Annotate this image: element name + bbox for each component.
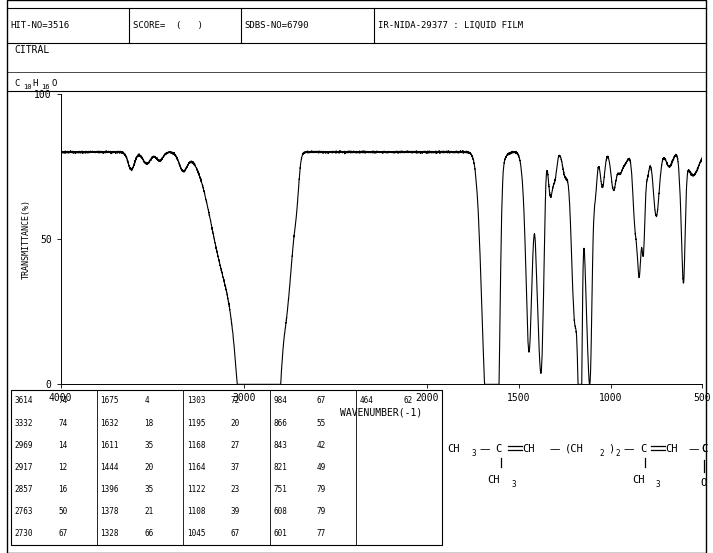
Text: 2917: 2917: [14, 463, 33, 472]
Text: 3: 3: [471, 449, 476, 458]
Text: 66: 66: [145, 529, 154, 538]
Text: O: O: [51, 80, 57, 88]
Text: 4: 4: [145, 397, 149, 405]
Text: 2: 2: [600, 449, 605, 458]
Text: (CH: (CH: [565, 444, 584, 453]
Text: CH: CH: [522, 444, 535, 453]
Text: 608: 608: [273, 507, 287, 516]
Text: 62: 62: [404, 397, 413, 405]
Text: 35: 35: [145, 441, 154, 450]
Text: CH: CH: [665, 444, 678, 453]
Text: 77: 77: [317, 529, 327, 538]
Text: 751: 751: [273, 485, 287, 494]
Text: 27: 27: [231, 441, 240, 450]
Text: C: C: [14, 80, 20, 88]
Text: CH: CH: [448, 444, 460, 453]
Text: 67: 67: [317, 397, 327, 405]
Text: 42: 42: [317, 441, 327, 450]
Text: —: —: [549, 444, 560, 453]
Text: 601: 601: [273, 529, 287, 538]
Text: 20: 20: [145, 463, 154, 472]
Text: 74: 74: [58, 419, 68, 427]
Text: 79: 79: [317, 485, 327, 494]
Text: 1303: 1303: [187, 397, 205, 405]
Text: 1675: 1675: [101, 397, 119, 405]
Text: 1108: 1108: [187, 507, 205, 516]
Text: 2969: 2969: [14, 441, 33, 450]
Text: 1168: 1168: [187, 441, 205, 450]
Text: 1122: 1122: [187, 485, 205, 494]
Text: 2857: 2857: [14, 485, 33, 494]
Y-axis label: TRANSMITTANCE(%): TRANSMITTANCE(%): [22, 199, 31, 279]
Text: CITRAL: CITRAL: [14, 45, 49, 55]
Text: 821: 821: [273, 463, 287, 472]
Text: 49: 49: [317, 463, 327, 472]
Text: 10: 10: [23, 84, 31, 90]
Text: 74: 74: [58, 397, 68, 405]
Text: 67: 67: [231, 529, 240, 538]
Text: 35: 35: [145, 485, 154, 494]
X-axis label: WAVENUMBER(-1): WAVENUMBER(-1): [340, 408, 423, 418]
Text: 39: 39: [231, 507, 240, 516]
Text: 20: 20: [231, 419, 240, 427]
Text: IR-NIDA-29377 : LIQUID FILM: IR-NIDA-29377 : LIQUID FILM: [378, 21, 523, 30]
Text: 1328: 1328: [101, 529, 119, 538]
Text: C: C: [496, 444, 502, 453]
Text: HIT-NO=3516: HIT-NO=3516: [11, 21, 70, 30]
Text: 16: 16: [58, 485, 68, 494]
Text: 3: 3: [511, 480, 516, 489]
Text: 3614: 3614: [14, 397, 33, 405]
Text: 67: 67: [58, 529, 68, 538]
Text: —: —: [479, 444, 490, 453]
Text: 16: 16: [41, 84, 50, 90]
Text: H: H: [33, 80, 39, 88]
Text: 37: 37: [231, 463, 240, 472]
Text: 23: 23: [231, 485, 240, 494]
Text: 2: 2: [616, 449, 620, 458]
Text: 18: 18: [145, 419, 154, 427]
Text: 866: 866: [273, 419, 287, 427]
Text: 464: 464: [359, 397, 373, 405]
Text: —: —: [688, 444, 699, 453]
Text: 55: 55: [317, 419, 327, 427]
Text: 14: 14: [58, 441, 68, 450]
Text: O: O: [700, 478, 707, 488]
Text: 1444: 1444: [101, 463, 119, 472]
Text: SCORE=  (   ): SCORE= ( ): [133, 21, 203, 30]
Text: 1195: 1195: [187, 419, 205, 427]
Bar: [11, 390, 442, 545]
Text: ): ): [607, 444, 614, 453]
Text: 1611: 1611: [101, 441, 119, 450]
Text: CH: CH: [488, 474, 500, 484]
Text: 79: 79: [317, 507, 327, 516]
Text: 3: 3: [656, 480, 660, 489]
Text: 3332: 3332: [14, 419, 33, 427]
Text: 1396: 1396: [101, 485, 119, 494]
Text: 12: 12: [58, 463, 68, 472]
Text: 2730: 2730: [14, 529, 33, 538]
Text: C: C: [702, 444, 708, 453]
Text: —: —: [624, 444, 635, 453]
Text: CH: CH: [632, 474, 645, 484]
Text: 1045: 1045: [187, 529, 205, 538]
Text: C: C: [640, 444, 646, 453]
Text: SDBS-NO=6790: SDBS-NO=6790: [245, 21, 309, 30]
Text: 21: 21: [145, 507, 154, 516]
Text: 1378: 1378: [101, 507, 119, 516]
Text: 1164: 1164: [187, 463, 205, 472]
Text: C: C: [702, 444, 708, 453]
Text: 50: 50: [58, 507, 68, 516]
Text: 843: 843: [273, 441, 287, 450]
Text: 1632: 1632: [101, 419, 119, 427]
Text: 2763: 2763: [14, 507, 33, 516]
Text: 984: 984: [273, 397, 287, 405]
Text: 72: 72: [231, 397, 240, 405]
